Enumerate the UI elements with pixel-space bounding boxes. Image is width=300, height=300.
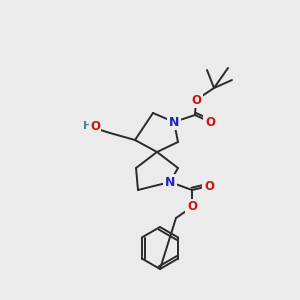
Text: O: O (191, 94, 201, 106)
Text: H: H (83, 121, 93, 131)
Text: O: O (187, 200, 197, 214)
Text: O: O (205, 116, 215, 128)
Text: O: O (90, 119, 100, 133)
Text: N: N (165, 176, 175, 188)
Text: O: O (204, 179, 214, 193)
Text: N: N (169, 116, 179, 128)
